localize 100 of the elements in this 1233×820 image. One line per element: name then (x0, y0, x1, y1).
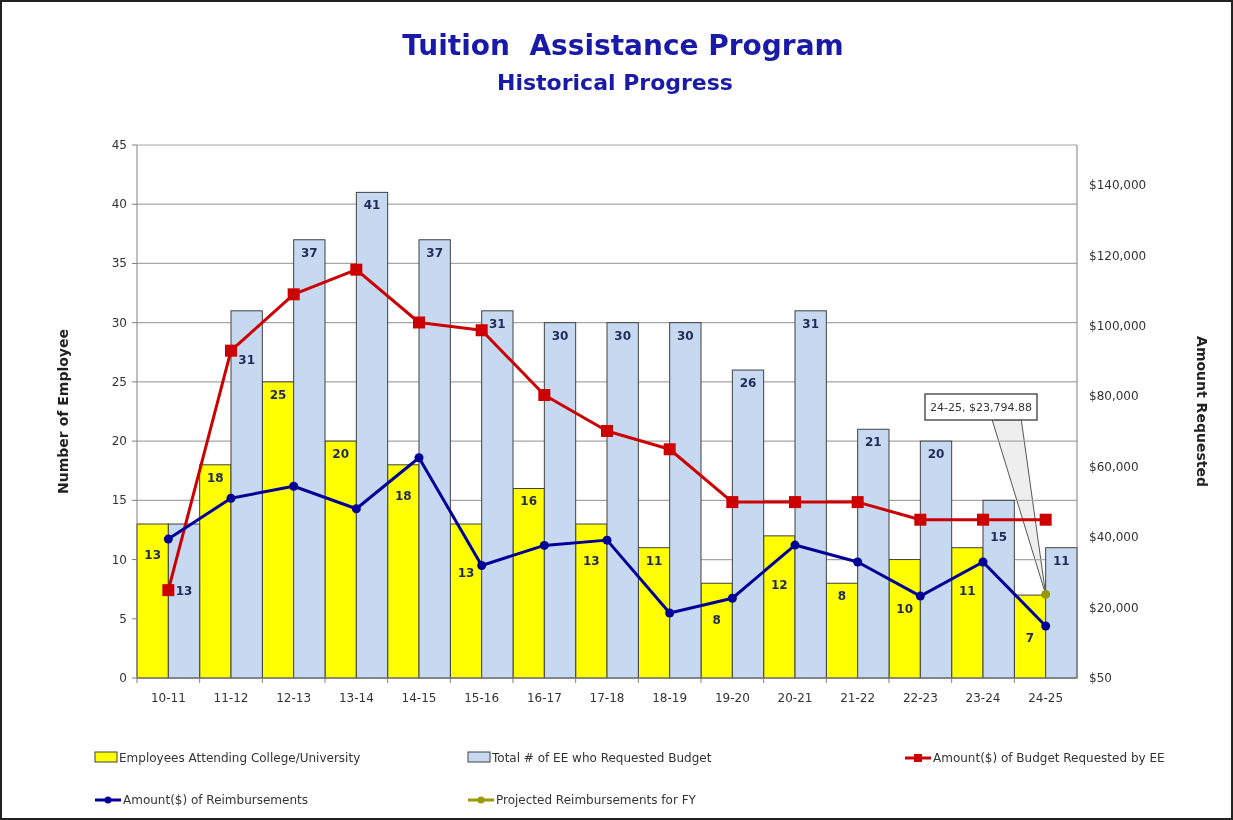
x-tick-label: 18-19 (652, 691, 688, 705)
data-label: 37 (300, 245, 318, 260)
point (538, 389, 551, 402)
data-label: 20 (927, 447, 945, 462)
y2-tick-label: $20,000 (1089, 600, 1139, 615)
legend-label: Total # of EE who Requested Budget (491, 751, 712, 765)
y-tick-label: 35 (111, 256, 127, 271)
data-label: 31 (802, 316, 820, 331)
point (601, 424, 613, 437)
point (915, 591, 925, 601)
point (663, 443, 676, 456)
y-tick-label: 40 (111, 197, 127, 212)
data-label: 8 (837, 589, 847, 604)
y2-tick-label: $80,000 (1089, 389, 1139, 404)
point (726, 496, 739, 509)
data-label: 30 (551, 328, 569, 343)
point (853, 557, 863, 567)
data-label: 11 (958, 583, 976, 598)
point (287, 288, 300, 301)
x-tick-label: 23-24 (965, 691, 1001, 705)
x-tick-label: 20-21 (777, 691, 813, 705)
point (162, 584, 175, 597)
legend-label: Amount($) of Budget Requested by EE (933, 751, 1165, 765)
data-label: 11 (645, 553, 663, 568)
point (789, 496, 801, 509)
x-tick-label: 10-11 (150, 691, 186, 705)
data-label: 10 (896, 601, 914, 616)
data-label: 41 (363, 198, 381, 213)
point (790, 540, 800, 550)
data-label: 20 (332, 447, 350, 462)
point (851, 496, 864, 509)
data-label: 18 (206, 470, 224, 485)
y2-tick-label: $50 (1089, 671, 1112, 685)
data-label: 25 (269, 387, 287, 402)
point (539, 540, 549, 550)
y-axis-title: Number of Employee (55, 329, 71, 494)
data-label: 7 (1025, 631, 1035, 646)
y-tick-label: 10 (111, 552, 127, 567)
data-label: 31 (488, 316, 506, 331)
x-tick-label: 13-14 (338, 691, 374, 705)
data-label: 13 (175, 584, 193, 599)
x-tick-label: 17-18 (589, 691, 625, 705)
chart-subtitle: Historical Progress (497, 70, 733, 95)
point (414, 453, 424, 463)
point (350, 263, 363, 276)
y2-tick-label: $60,000 (1089, 459, 1139, 474)
data-label: 26 (739, 376, 757, 391)
data-label: 12 (770, 577, 788, 592)
data-label: 37 (426, 245, 444, 260)
chart-title: Tuition Assistance Program (402, 29, 844, 62)
y-tick-label: 25 (111, 374, 127, 389)
point (1041, 621, 1051, 631)
legend-label: Amount($) of Reimbursements (123, 793, 308, 807)
data-label: 11 (1052, 553, 1070, 568)
legend-label: Employees Attending College/University (119, 751, 361, 765)
data-label: 31 (238, 352, 256, 367)
y-tick-label: 0 (119, 671, 127, 685)
point (225, 344, 237, 357)
y2-tick-label: $140,000 (1089, 178, 1147, 193)
x-tick-label: 16-17 (526, 691, 562, 705)
x-tick-label: 19-20 (714, 691, 750, 705)
point (978, 557, 988, 567)
y-tick-label: 30 (111, 315, 127, 330)
y-tick-label: 45 (111, 138, 127, 152)
point (477, 560, 487, 570)
x-tick-label: 24-25 (1028, 691, 1064, 705)
point (977, 513, 989, 526)
data-label: 16 (520, 494, 538, 509)
data-label: 13 (582, 554, 600, 569)
x-tick-label: 15-16 (464, 691, 500, 705)
y2-tick-label: $120,000 (1089, 248, 1147, 263)
point (413, 316, 425, 329)
point (475, 324, 488, 337)
y-tick-label: 15 (111, 493, 127, 508)
point (602, 535, 612, 545)
legend-label: Projected Reimbursements for FY (496, 793, 697, 807)
data-label: 30 (676, 328, 694, 343)
data-label: 21 (864, 435, 882, 450)
y2-tick-label: $40,000 (1089, 530, 1139, 545)
y2-axis-title: Amount Requested (1194, 336, 1210, 487)
point (351, 504, 361, 514)
data-label: 18 (394, 488, 412, 503)
point (1039, 513, 1052, 526)
data-label: 13 (457, 566, 475, 581)
annotation: 24-25, $23,794.88 (930, 401, 1032, 414)
point (163, 534, 173, 544)
x-tick-label: 22-23 (902, 691, 938, 705)
x-tick-label: 21-22 (840, 691, 876, 705)
data-label: 8 (712, 613, 721, 628)
point (289, 481, 299, 491)
data-label: 15 (990, 530, 1008, 545)
x-tick-label: 12-13 (276, 691, 312, 705)
point (226, 493, 236, 503)
y-tick-label: 5 (119, 611, 127, 626)
y-tick-label: 20 (111, 434, 127, 449)
y2-tick-label: $100,000 (1089, 319, 1147, 334)
x-tick-label: 14-15 (401, 691, 437, 705)
point (665, 608, 675, 618)
x-tick-label: 11-12 (213, 691, 249, 705)
data-label: 30 (614, 328, 632, 343)
